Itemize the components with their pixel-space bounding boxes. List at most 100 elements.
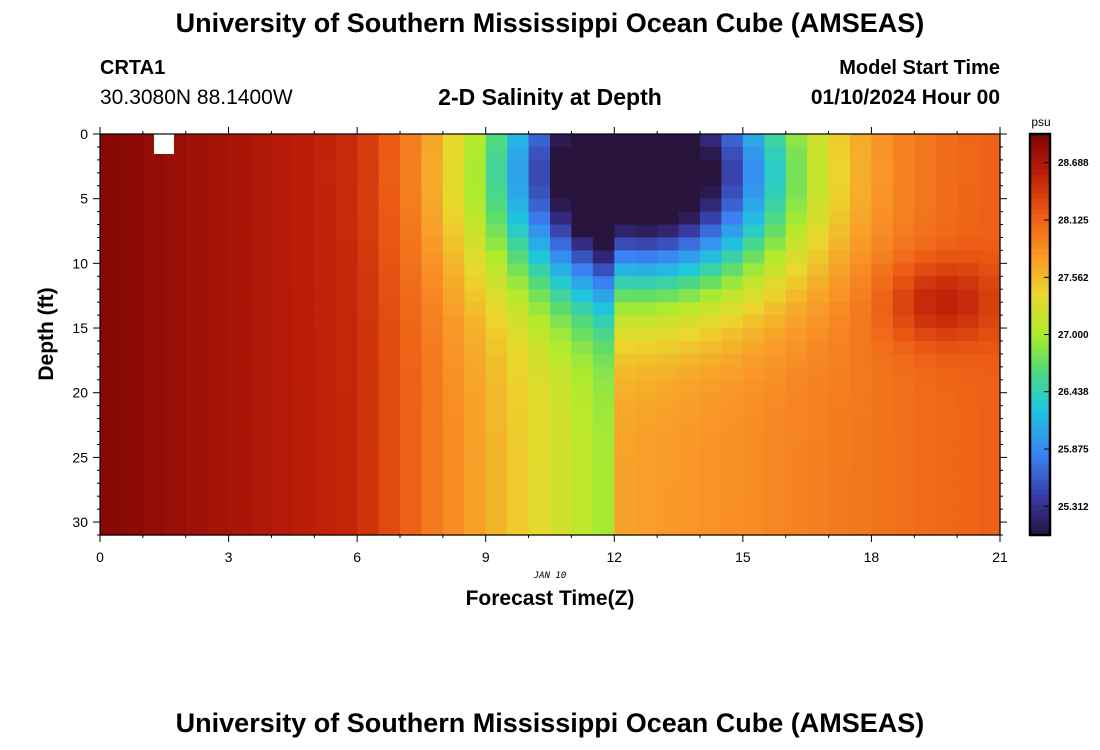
heatmap-cell [464, 457, 487, 471]
heatmap-cell [335, 353, 358, 368]
heatmap-cell [635, 146, 658, 161]
heatmap-cell [121, 328, 144, 342]
heatmap-cell [657, 340, 680, 355]
heatmap-cell [528, 431, 551, 446]
heatmap-cell [314, 470, 337, 484]
heatmap-cell [614, 276, 637, 290]
heatmap-cell [700, 237, 723, 252]
heatmap-cell [378, 250, 401, 264]
heatmap-cell [614, 431, 637, 446]
heatmap-cell [421, 250, 444, 264]
heatmap-cell [571, 315, 594, 329]
heatmap-cell [678, 418, 701, 433]
heatmap-cell [528, 405, 551, 420]
heatmap-cell [207, 444, 230, 458]
heatmap-cell [314, 276, 337, 290]
heatmap-cell [250, 146, 273, 161]
heatmap-cell [978, 172, 1001, 187]
heatmap-cell [400, 315, 423, 329]
heatmap-cell [700, 302, 723, 316]
heatmap-cell [764, 405, 787, 420]
heatmap-cell [250, 522, 273, 536]
heatmap-cell [871, 237, 894, 252]
colorbar-segment [1030, 309, 1050, 316]
heatmap-cell [207, 328, 230, 342]
heatmap-cell [228, 263, 251, 277]
heatmap-cell [678, 250, 701, 264]
heatmap-cell [228, 211, 251, 226]
heatmap-cell [100, 522, 123, 536]
heatmap-cell [978, 185, 1001, 200]
heatmap-cell [250, 224, 273, 239]
colorbar-tick-label: 25.875 [1058, 444, 1089, 455]
heatmap-cell [871, 159, 894, 174]
heatmap-cell [850, 405, 873, 420]
colorbar-unit: psu [1031, 115, 1050, 129]
heatmap-cell [764, 379, 787, 394]
heatmap-cell [528, 211, 551, 226]
colorbar-segment [1030, 329, 1050, 336]
x-tick-label: 12 [606, 549, 622, 565]
heatmap-cell [892, 328, 915, 342]
heatmap-cell [614, 159, 637, 174]
heatmap-cell [892, 509, 915, 523]
heatmap-cell [892, 457, 915, 471]
heatmap-cell [764, 522, 787, 536]
heatmap-cell [764, 276, 787, 290]
heatmap-cell [335, 418, 358, 433]
heatmap-cell [485, 328, 508, 342]
heatmap-cell [378, 289, 401, 303]
heatmap-cell [614, 237, 637, 252]
heatmap-cell [271, 340, 294, 355]
heatmap-cell [807, 405, 830, 420]
heatmap-cell [571, 211, 594, 226]
heatmap-cell [871, 496, 894, 510]
heatmap-cell [378, 470, 401, 484]
heatmap-cell [400, 431, 423, 446]
heatmap-cell [357, 470, 380, 484]
heatmap-cell [464, 185, 487, 200]
heatmap-cell [507, 159, 530, 174]
heatmap-cell [550, 198, 573, 213]
heatmap-cell [271, 496, 294, 510]
heatmap-cell [335, 470, 358, 484]
heatmap-cell [442, 340, 465, 355]
heatmap-cell [100, 509, 123, 523]
heatmap-cell [314, 250, 337, 264]
heatmap-cell [828, 172, 851, 187]
heatmap-cell [507, 405, 530, 420]
heatmap-cell [164, 418, 187, 433]
colorbar-segment [1030, 394, 1050, 401]
heatmap-cell [485, 379, 508, 394]
heatmap-cell [764, 289, 787, 303]
heatmap-cell [507, 483, 530, 497]
heatmap-cell [957, 379, 980, 394]
heatmap-cell [528, 159, 551, 174]
heatmap-cell [828, 340, 851, 355]
heatmap-cell [657, 431, 680, 446]
heatmap-cell [785, 289, 808, 303]
heatmap-cell [314, 315, 337, 329]
heatmap-cell [742, 431, 765, 446]
heatmap-cell [100, 340, 123, 355]
heatmap-cell [164, 172, 187, 187]
heatmap-cell [228, 444, 251, 458]
heatmap-cell [807, 198, 830, 213]
heatmap-cell [678, 457, 701, 471]
heatmap-cell [871, 289, 894, 303]
heatmap-cell [678, 159, 701, 174]
heatmap-cell [871, 185, 894, 200]
colorbar-segment [1030, 464, 1050, 471]
heatmap-cell [892, 353, 915, 368]
heatmap-cell [507, 444, 530, 458]
heatmap-cell [850, 134, 873, 148]
heatmap-cell [957, 431, 980, 446]
heatmap-cell [121, 483, 144, 497]
heatmap-cell [935, 211, 958, 226]
heatmap-cell [485, 470, 508, 484]
heatmap-cell [978, 134, 1001, 148]
heatmap-cell [914, 340, 937, 355]
heatmap-cell [250, 340, 273, 355]
heatmap-cell [657, 522, 680, 536]
